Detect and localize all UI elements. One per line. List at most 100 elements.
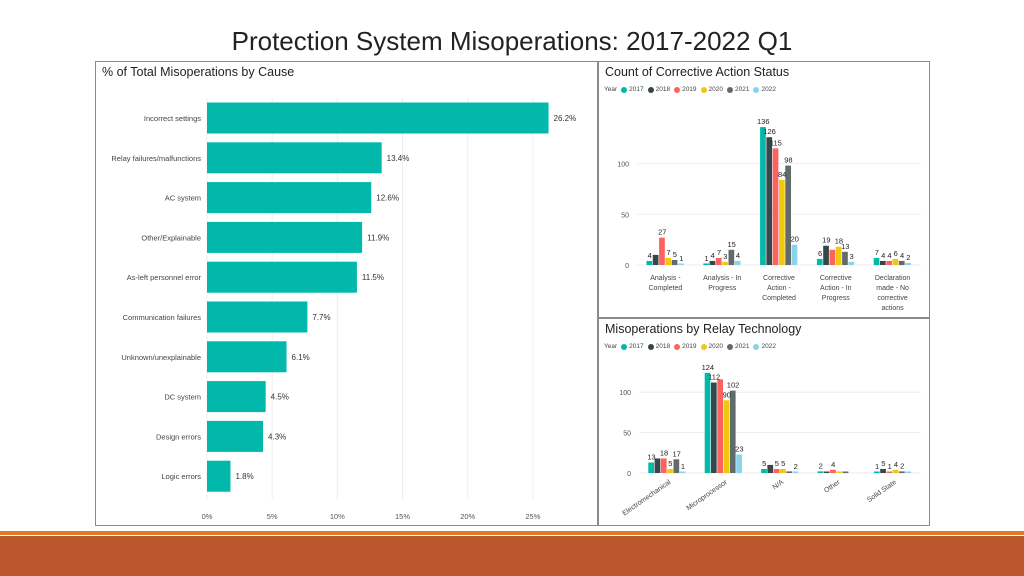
bar-incorrect-settings	[207, 102, 549, 134]
data-label: 5	[781, 459, 785, 468]
legend-swatch	[727, 343, 734, 350]
data-label: 136	[757, 117, 770, 126]
data-label: 18	[835, 237, 843, 246]
category-label: AC system	[165, 194, 201, 203]
bar-analysis-in-progress-2019	[715, 257, 722, 265]
bar-other-2018	[823, 471, 830, 473]
legend-swatch	[700, 343, 707, 350]
x-tick-label: 10%	[330, 512, 345, 521]
bar-analysis-completed-2020	[665, 257, 672, 265]
x-tick-label: 5%	[267, 512, 278, 521]
bar-as-left-personnel-error	[207, 261, 357, 293]
category-label: Other/Explainable	[141, 233, 201, 242]
legend-item-2021: 2021	[727, 86, 749, 93]
legend-label: 2018	[655, 86, 671, 93]
data-label: 27	[658, 228, 666, 237]
data-label: 11.5%	[362, 273, 384, 282]
data-label: 1	[888, 462, 892, 471]
legend-item-2020: 2020	[700, 86, 723, 93]
bar-corrective-action-completed-2017	[760, 127, 766, 265]
legend-swatch	[700, 86, 707, 93]
legend-item-2021: 2021	[727, 343, 749, 350]
legend-item-2020: 2020	[700, 343, 723, 350]
data-label: 6	[894, 249, 898, 258]
data-label: 26.2%	[554, 114, 577, 123]
data-label: 4	[900, 251, 904, 260]
legend-swatch	[647, 86, 654, 93]
data-label: 13	[841, 242, 849, 251]
legend-swatch	[753, 86, 760, 93]
relay-technology-panel: Misoperations by Relay Technology Year 2…	[598, 318, 930, 526]
legend-swatch	[647, 343, 654, 350]
bar-microprocessor-2017	[704, 372, 711, 473]
bar-corrective-action-in-progress-2017	[816, 258, 823, 265]
legend-swatch	[621, 86, 628, 93]
footer-band	[0, 536, 1024, 576]
data-label: 4	[881, 251, 885, 260]
data-label: 124	[702, 363, 715, 372]
bar-microprocessor-2022	[736, 454, 742, 473]
category-label: Unknown/unexplainable	[121, 353, 201, 362]
cause-chart-title: % of Total Misoperations by Cause	[102, 65, 295, 79]
data-label: 2	[819, 461, 823, 470]
category-label: Progress	[708, 285, 737, 292]
data-label: 4	[894, 460, 898, 469]
legend-title: Year	[604, 86, 618, 93]
bar-logic-errors	[207, 460, 231, 492]
category-label: Communication failures	[123, 313, 202, 322]
bar-analysis-completed-2019	[659, 237, 665, 265]
category-label: Completed	[648, 285, 682, 292]
bar-corrective-action-completed-2021	[785, 165, 791, 265]
legend-label: 2017	[629, 86, 644, 93]
category-label: Solid State	[866, 479, 898, 504]
category-label: Microprocessor	[686, 479, 730, 513]
corrective-action-legend: Year 2017 2018 2019 2020 2021 2022	[604, 86, 776, 93]
category-label: Logic errors	[161, 472, 201, 481]
x-tick-label: 0%	[202, 512, 213, 521]
data-label: 2	[794, 462, 798, 471]
bar-n-a-2020	[780, 468, 786, 473]
data-label: 5	[881, 459, 885, 468]
category-label: Electromechanical	[621, 479, 672, 518]
data-label: 23	[735, 444, 743, 453]
data-label: 5	[762, 459, 766, 468]
legend-swatch	[727, 86, 734, 93]
data-label: 2	[900, 461, 904, 470]
category-label: Analysis - In	[703, 275, 741, 282]
data-label: 4	[711, 251, 715, 260]
category-label: Other	[823, 479, 842, 495]
data-label: 20	[791, 235, 799, 244]
data-label: 2	[906, 253, 910, 262]
bar-n-a-2022	[792, 471, 799, 473]
legend-swatch	[753, 343, 760, 350]
legend-item-2017: 2017	[621, 86, 644, 93]
data-label: 13.4%	[387, 154, 410, 163]
bar-analysis-completed-2018	[652, 254, 659, 265]
legend-label: 2021	[735, 86, 750, 93]
y-tick-label: 50	[623, 431, 631, 438]
legend-label: 2021	[735, 343, 750, 350]
legend-item-2019: 2019	[674, 343, 697, 350]
legend-title: Year	[604, 343, 618, 350]
bar-n-a-2017	[761, 468, 767, 473]
data-label: 90	[723, 390, 731, 399]
category-label: Action -	[767, 285, 791, 292]
data-label: 7	[875, 248, 879, 257]
legend-swatch	[674, 86, 681, 93]
bar-analysis-completed-2017	[646, 260, 653, 265]
bar-analysis-completed-2022	[678, 263, 684, 265]
bar-other-2021	[842, 471, 849, 473]
category-label: Relay failures/malfunctions	[111, 154, 201, 163]
legend-item-2019: 2019	[674, 86, 697, 93]
bar-corrective-action-in-progress-2020	[835, 246, 842, 265]
y-tick-label: 100	[617, 162, 629, 169]
bar-microprocessor-2018	[711, 382, 717, 473]
data-label: 19	[822, 236, 830, 245]
y-tick-label: 0	[625, 263, 629, 270]
data-label: 3	[723, 252, 727, 261]
data-label: 4	[831, 460, 835, 469]
bar-corrective-action-in-progress-2018	[823, 245, 829, 265]
data-label: 5	[668, 459, 672, 468]
bar-n-a-2021	[786, 471, 792, 473]
